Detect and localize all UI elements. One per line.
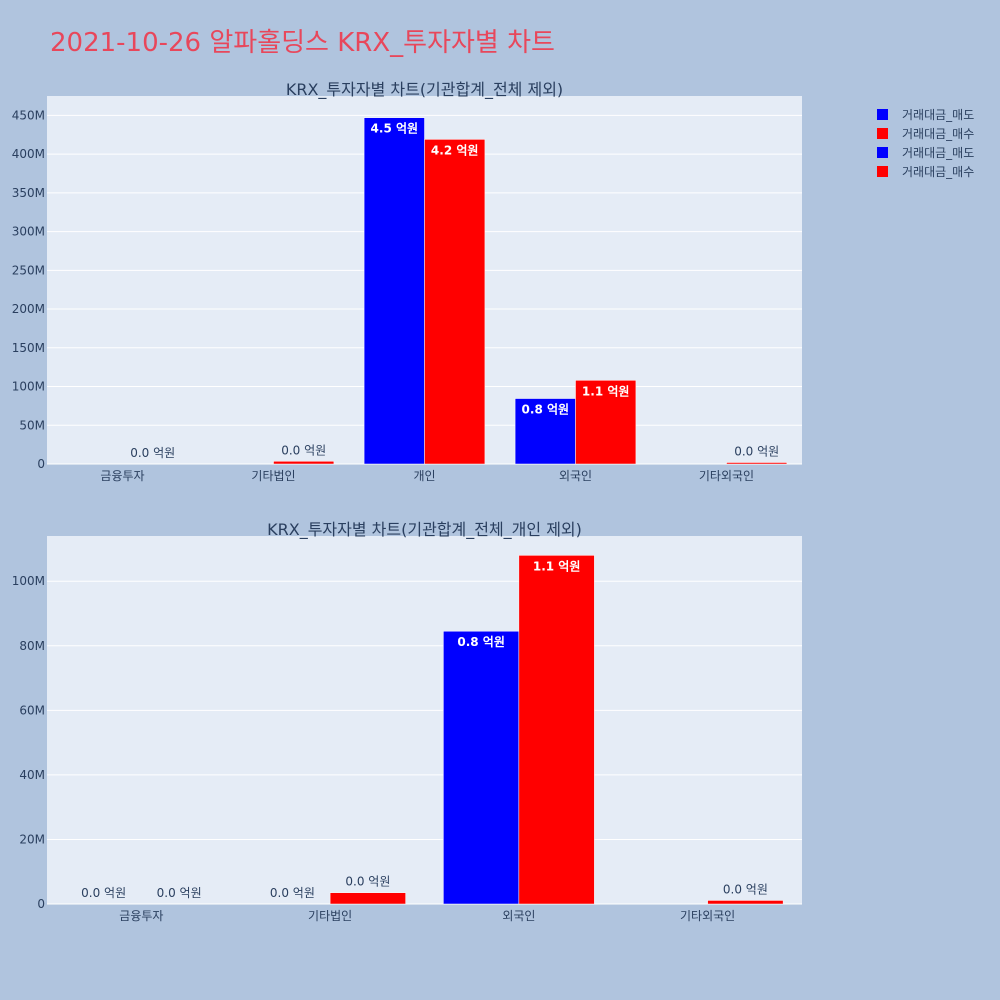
y-tick-label: 450M — [12, 108, 45, 122]
y-tick-label: 100M — [12, 380, 45, 394]
bar — [514, 398, 576, 465]
plot-area — [47, 536, 802, 904]
x-tick-label: 기타법인 — [308, 909, 352, 923]
legend-swatch — [877, 147, 888, 158]
bar-data-label: 1.1 억원 — [533, 559, 581, 573]
y-tick-label: 20M — [19, 832, 45, 846]
bar — [518, 555, 595, 905]
legend-label: 거래대금_매도 — [902, 108, 974, 122]
y-tick-label: 60M — [19, 703, 45, 717]
y-tick-label: 300M — [12, 225, 45, 239]
bar — [273, 461, 335, 465]
y-tick-label: 400M — [12, 147, 45, 161]
bar-data-label: 0.0 억원 — [734, 445, 779, 459]
bar-data-label: 0.0 억원 — [281, 443, 326, 457]
y-tick-label: 100M — [12, 574, 45, 588]
legend-swatch — [877, 128, 888, 139]
figure-title: 2021-10-26 알파홀딩스 KRX_투자자별 차트 — [50, 28, 555, 58]
bar-data-label: 0.0 억원 — [81, 886, 126, 900]
bar — [575, 380, 637, 465]
y-tick-label: 350M — [12, 186, 45, 200]
bar-data-label: 0.0 억원 — [723, 882, 768, 896]
bar-data-label: 1.1 억원 — [582, 384, 630, 398]
bar-data-label: 0.0 억원 — [270, 886, 315, 900]
bar — [363, 117, 425, 465]
legend-swatch — [877, 166, 888, 177]
bar — [424, 139, 486, 465]
legend-label: 거래대금_매도 — [902, 146, 974, 160]
y-tick-label: 200M — [12, 302, 45, 316]
y-tick-label: 0 — [37, 457, 45, 471]
bar — [443, 630, 520, 905]
legend-label: 거래대금_매수 — [902, 165, 974, 179]
bar — [707, 900, 784, 905]
bar-data-label: 0.0 억원 — [130, 446, 175, 460]
y-tick-label: 150M — [12, 341, 45, 355]
y-tick-label: 80M — [19, 639, 45, 653]
bar — [329, 892, 406, 905]
chart-title: KRX_투자자별 차트(기관합계_전체_개인 제외) — [267, 520, 582, 540]
y-tick-label: 0 — [37, 897, 45, 911]
bar — [726, 462, 788, 465]
y-tick-label: 250M — [12, 263, 45, 277]
legend-swatch — [877, 109, 888, 120]
bar-data-label: 4.5 억원 — [371, 122, 419, 136]
bar-data-label: 0.0 억원 — [345, 875, 390, 889]
bar-data-label: 0.0 억원 — [157, 886, 202, 900]
x-tick-label: 개인 — [413, 469, 435, 483]
legend-label: 거래대금_매수 — [902, 127, 974, 141]
y-tick-label: 40M — [19, 768, 45, 782]
x-tick-label: 외국인 — [502, 909, 535, 923]
bar-data-label: 0.8 억원 — [522, 403, 570, 417]
y-tick-label: 50M — [19, 418, 45, 432]
x-tick-label: 금융투자 — [119, 909, 163, 923]
x-tick-label: 기타외국인 — [680, 909, 735, 923]
bar-data-label: 0.8 억원 — [457, 635, 505, 649]
x-tick-label: 기타외국인 — [699, 469, 754, 483]
chart-title: KRX_투자자별 차트(기관합계_전체 제외) — [286, 80, 563, 100]
x-tick-label: 외국인 — [559, 469, 592, 483]
bar-data-label: 4.2 억원 — [431, 143, 479, 157]
x-tick-label: 금융투자 — [100, 469, 144, 483]
x-tick-label: 기타법인 — [251, 469, 295, 483]
